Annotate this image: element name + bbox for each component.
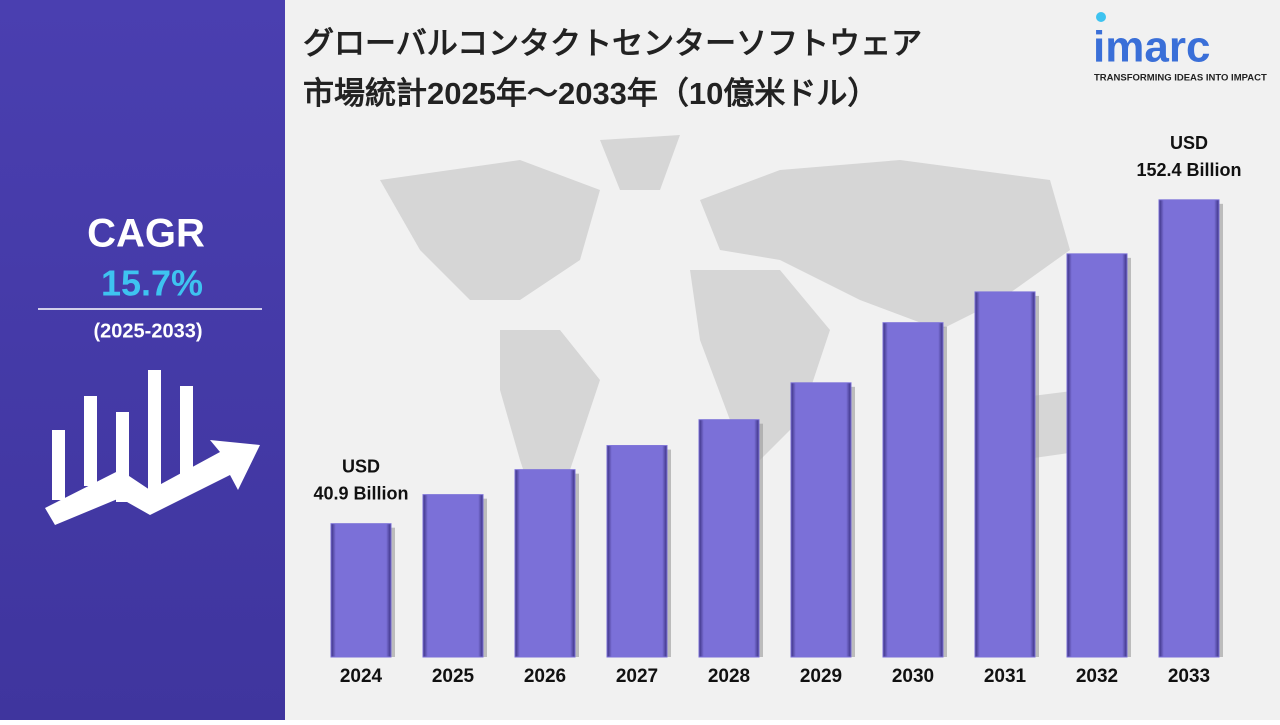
bar [974, 291, 1036, 658]
value-label-line: 152.4 Billion [1136, 160, 1241, 180]
growth-icon [45, 370, 260, 525]
logo-tagline: TRANSFORMING IDEAS INTO IMPACT [1094, 73, 1267, 84]
bar [606, 445, 668, 658]
x-tick-label: 2026 [524, 666, 566, 687]
bar [1066, 253, 1128, 658]
bar [514, 469, 576, 658]
x-tick-label: 2029 [800, 666, 842, 687]
x-tick-label: 2024 [340, 666, 383, 687]
value-label-line: 40.9 Billion [313, 483, 408, 503]
bar [330, 523, 392, 658]
x-tick-label: 2032 [1076, 666, 1118, 687]
value-label-line: USD [1170, 133, 1208, 153]
bar [790, 382, 852, 658]
logo-name: imarc [1093, 23, 1210, 72]
chart-title-line: グローバルコンタクトセンターソフトウェア [303, 26, 922, 61]
logo-dot [1096, 12, 1106, 22]
value-label-line: USD [342, 456, 380, 476]
x-tick-label: 2028 [708, 666, 750, 687]
sidebar [0, 0, 285, 720]
x-tick-label: 2025 [432, 666, 475, 687]
bar [1158, 199, 1220, 658]
cagr-label: CAGR [87, 212, 205, 256]
chart-title-line: 市場統計2025年～2033年（10億米ドル） [303, 76, 878, 111]
x-tick-label: 2030 [892, 666, 934, 687]
x-tick-label: 2031 [984, 666, 1027, 687]
cagr-value: 15.7% [101, 263, 203, 304]
bar [882, 322, 944, 658]
x-tick-label: 2027 [616, 666, 658, 687]
cagr-period: (2025-2033) [94, 320, 203, 342]
value-label: USD 152.4 Billion [1136, 133, 1241, 180]
value-label: USD 40.9 Billion [313, 456, 408, 503]
x-tick-label: 2033 [1168, 666, 1210, 687]
bar [698, 419, 760, 658]
bar [422, 494, 484, 658]
